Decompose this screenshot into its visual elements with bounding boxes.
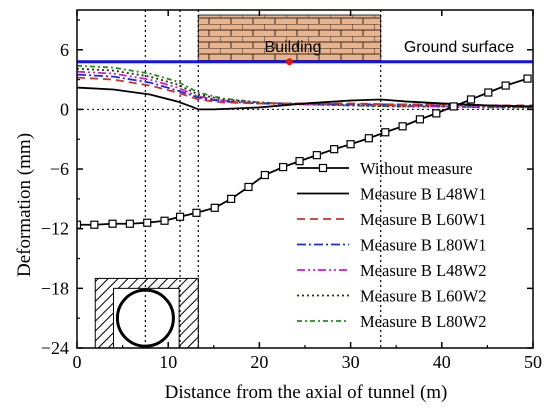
ground-surface-label: Ground surface	[404, 39, 514, 56]
data-point	[90, 220, 99, 229]
x-axis-label: Distance from the axial of tunnel (m)	[165, 382, 448, 403]
legend-marker	[318, 163, 328, 173]
x-tick-label: 40	[433, 352, 451, 372]
series-lines	[77, 64, 533, 229]
legend-label: Measure B L60W2	[360, 287, 486, 306]
legend-label: Measure B L80W1	[360, 236, 486, 255]
data-point	[125, 219, 134, 228]
legend-label: Measure B L80W2	[360, 312, 486, 331]
data-point	[484, 88, 493, 97]
tunnel-inner-space	[112, 287, 180, 349]
data-point	[210, 203, 219, 212]
building	[197, 14, 382, 63]
y-tick-label: 0	[60, 99, 69, 119]
legend-label: Measure B L48W2	[360, 261, 486, 280]
data-point	[244, 182, 253, 192]
y-tick-label: −12	[41, 219, 69, 239]
data-point	[466, 95, 476, 104]
data-point	[501, 81, 510, 90]
series-line	[77, 86, 533, 111]
series-line	[77, 67, 533, 109]
data-point	[523, 74, 532, 83]
data-point	[260, 170, 269, 180]
y-tick-label: 6	[60, 40, 69, 60]
data-point	[364, 134, 373, 143]
y-tick-label: −24	[41, 338, 69, 358]
data-point	[279, 162, 288, 172]
y-axis-label: Deformation (mm)	[14, 133, 35, 277]
data-point	[346, 140, 355, 149]
data-point	[432, 109, 441, 118]
x-tick-label: 50	[524, 352, 542, 372]
x-tick-label: 30	[342, 352, 360, 372]
data-point	[175, 212, 185, 221]
data-point	[449, 102, 458, 111]
legend: Without measure Measure B L48W1 Measure B …	[297, 159, 486, 331]
data-point	[295, 157, 304, 166]
series-line	[77, 76, 533, 107]
legend-label: Measure B L60W1	[360, 210, 486, 229]
legend-label: Without measure	[360, 159, 473, 178]
data-point	[143, 218, 152, 227]
series-line	[77, 64, 533, 109]
y-tick-label: −18	[41, 278, 69, 298]
data-point	[160, 216, 169, 225]
data-point	[398, 122, 407, 131]
building-center-marker	[285, 58, 293, 66]
data-point	[108, 219, 117, 228]
building-label: Building	[265, 39, 322, 56]
data-point	[77, 220, 82, 229]
data-point	[192, 208, 201, 217]
data-point	[415, 115, 425, 124]
y-tick-label: −6	[50, 159, 69, 179]
x-tick-label: 10	[159, 352, 177, 372]
x-tick-label: 20	[250, 352, 268, 372]
legend-label: Measure B L48W1	[360, 185, 486, 204]
data-point	[381, 128, 390, 137]
reference-lines	[77, 10, 533, 348]
building-brick-wall	[197, 14, 382, 63]
data-point	[330, 145, 339, 154]
series-line	[77, 70, 533, 109]
tunnel-section	[94, 277, 199, 349]
x-tick-label: 0	[73, 352, 82, 372]
data-point	[227, 194, 236, 203]
data-point	[312, 151, 321, 160]
series-line	[77, 73, 533, 108]
